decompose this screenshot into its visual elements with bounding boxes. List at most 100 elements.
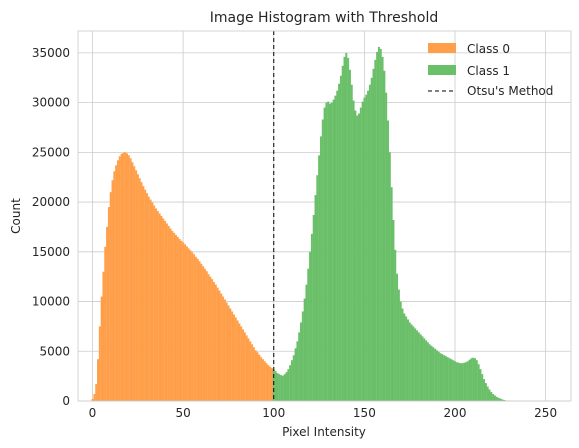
class-1-bar	[490, 392, 493, 401]
class-1-bar	[425, 340, 428, 401]
class-1-bar	[303, 298, 306, 401]
class-1-bar	[499, 398, 502, 401]
class-1-bar	[443, 355, 446, 401]
class-1-bar	[347, 57, 350, 401]
class-1-bar	[414, 328, 417, 401]
class-1-bar	[497, 397, 500, 401]
legend-swatch-class-0	[428, 43, 456, 53]
class-1-bar	[358, 113, 360, 402]
class-1-bar	[376, 51, 379, 401]
class-0-bar	[165, 223, 168, 401]
class-1-bar	[341, 65, 344, 401]
class-1-bar	[403, 313, 406, 401]
class-1-bar	[316, 175, 319, 401]
x-axis-ticks: 0 50 100 150 200 250	[89, 406, 557, 420]
class-1-bar	[319, 136, 322, 401]
class-1-bar	[350, 84, 353, 402]
class-0-bar	[167, 225, 170, 401]
class-1-bar	[388, 152, 391, 401]
x-tick-label: 200	[444, 406, 467, 420]
class-0-bar	[118, 156, 121, 401]
class-0-bar	[256, 352, 259, 401]
class-0-bar	[211, 279, 214, 401]
class-0-bar	[100, 296, 103, 401]
class-1-bar	[432, 347, 435, 401]
class-0-bar	[147, 196, 150, 401]
class-0-bar	[111, 180, 114, 401]
class-1-bar	[481, 374, 484, 401]
class-0-bar	[169, 228, 172, 401]
class-1-bar	[312, 215, 315, 401]
class-1-bar	[475, 360, 478, 401]
class-1-bar	[461, 363, 464, 401]
class-0-bar	[124, 152, 127, 401]
chart-title: Image Histogram with Threshold	[210, 10, 439, 26]
class-1-bar	[390, 187, 393, 401]
class-0-bar	[171, 230, 174, 401]
class-1-bar	[445, 356, 447, 401]
class-0-bar	[205, 271, 208, 401]
x-tick-label: 250	[534, 406, 557, 420]
class-0-bar	[242, 329, 244, 401]
class-1-bar	[336, 90, 339, 402]
class-1-bar	[488, 389, 491, 401]
class-0-bar	[203, 268, 206, 401]
class-0-bar	[138, 178, 141, 401]
class-1-bar	[486, 386, 489, 401]
class-1-bar	[370, 77, 373, 401]
class-0-bar	[247, 338, 250, 401]
class-0-bar	[198, 261, 201, 401]
class-1-bar	[492, 394, 495, 401]
class-0-bar	[122, 152, 125, 401]
class-0-bar	[245, 335, 248, 401]
y-tick-label: 30000	[32, 96, 70, 110]
class-1-bar	[272, 369, 275, 401]
class-1-bar	[300, 322, 302, 401]
class-0-bar	[145, 193, 148, 401]
class-1-bar	[417, 332, 420, 401]
class-0-bar	[162, 218, 165, 401]
class-1-bar	[301, 311, 304, 401]
class-1-bar	[379, 48, 382, 402]
class-1-bar	[419, 334, 422, 401]
class-1-bar	[428, 344, 431, 401]
class-0-bar	[271, 368, 273, 401]
class-1-bar	[274, 371, 277, 401]
class-1-bar	[332, 99, 335, 401]
class-0-bar	[260, 357, 263, 401]
class-1-bar	[493, 395, 496, 401]
class-1-bar	[459, 363, 462, 401]
class-0-bar	[234, 317, 237, 401]
class-1-bar	[361, 101, 364, 402]
class-1-bar	[363, 97, 366, 401]
class-0-bar	[176, 236, 179, 401]
class-1-bar	[321, 119, 324, 402]
x-tick-label: 150	[353, 406, 376, 420]
class-1-bar	[305, 284, 308, 401]
class-0-bar	[229, 308, 232, 401]
class-0-bar	[180, 240, 183, 401]
class-0-bar	[158, 213, 161, 401]
class-1-bar	[289, 365, 292, 401]
class-0-bar	[129, 158, 132, 401]
class-0-bar	[251, 344, 254, 401]
class-0-bar	[263, 361, 266, 401]
class-0-bar	[178, 238, 181, 401]
class-1-bars	[272, 46, 513, 402]
class-1-bar	[394, 249, 397, 401]
class-1-bar	[330, 102, 333, 402]
class-1-bar	[470, 358, 473, 401]
class-0-bar	[155, 208, 157, 401]
legend-label-class-0: Class 0	[467, 42, 510, 56]
class-1-bar	[468, 359, 471, 401]
class-1-bar	[421, 336, 424, 401]
class-1-bar	[383, 70, 386, 401]
class-1-bar	[338, 83, 341, 401]
class-1-bar	[352, 100, 355, 402]
class-1-bar	[406, 319, 409, 401]
class-1-bar	[501, 399, 504, 401]
y-tick-label: 20000	[32, 195, 70, 209]
class-0-bar	[231, 311, 234, 401]
class-1-bar	[457, 362, 460, 401]
class-1-bar	[374, 59, 377, 402]
